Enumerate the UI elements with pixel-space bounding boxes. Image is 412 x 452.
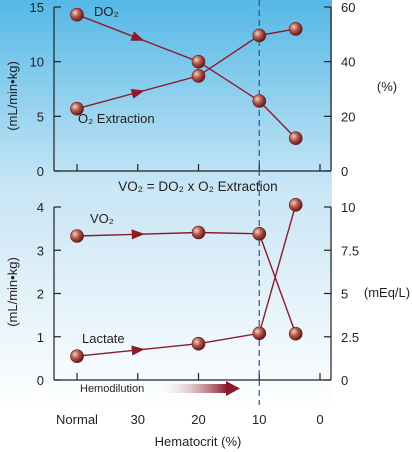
- top-left-tick-label: 0: [37, 164, 44, 179]
- do2-data-point: [191, 54, 206, 69]
- o2-extraction-data-point: [191, 69, 206, 83]
- hemodilution-label: Hemodilution: [80, 383, 144, 395]
- top-right-tick-label: 0: [341, 164, 348, 179]
- bottom-right-tick-label: 10: [341, 200, 355, 215]
- bottom-left-tick-label: 2: [37, 287, 44, 302]
- vo2-data-point: [70, 229, 84, 243]
- top-left-axis-title: (mL/min•kg): [5, 61, 20, 131]
- vo2-direction-arrow: [131, 229, 145, 240]
- top-left-tick-label: 10: [30, 55, 44, 70]
- axes: [53, 6, 332, 381]
- o2-extraction-data-point: [252, 28, 267, 43]
- do2-direction-arrow: [130, 31, 145, 41]
- lactate-data-point: [191, 336, 206, 351]
- x-axis-title: Hematocrit (%): [155, 434, 242, 449]
- x-tick-label: 20: [191, 412, 205, 427]
- lactate-direction-arrow: [131, 345, 145, 356]
- bottom-left-tick-label: 4: [37, 200, 44, 215]
- top-left-tick-label: 15: [30, 0, 44, 15]
- hemodilution-arrow-bar: [155, 384, 227, 393]
- bottom-right-tick-label: 5: [341, 287, 348, 302]
- x-tick-label: 0: [316, 412, 323, 427]
- do2-data-point: [252, 94, 267, 108]
- bottom-right-tick-label: 7.5: [341, 243, 359, 258]
- x-tick-label: Normal: [56, 412, 98, 427]
- lactate-data-point: [70, 349, 84, 364]
- bottom-panel-background: [0, 198, 332, 410]
- o2-extraction-direction-arrow: [130, 89, 145, 99]
- series-label-lactate: Lactate: [82, 331, 125, 346]
- top-right-axis-title: (%): [377, 79, 397, 94]
- do2-data-point: [288, 131, 303, 145]
- data-points: [70, 7, 303, 364]
- do2-data-point: [70, 7, 84, 22]
- hemodilution-arrow-head: [226, 381, 240, 396]
- o2-extraction-data-point: [70, 101, 84, 116]
- vo2-data-point: [288, 326, 303, 341]
- series-label-do2: DO₂: [94, 4, 119, 19]
- bottom-left-tick-label: 1: [37, 330, 44, 345]
- top-right-tick-label: 60: [341, 0, 355, 15]
- lactate-data-point: [288, 198, 303, 212]
- top-right-tick-label: 40: [341, 55, 355, 70]
- o2-extraction-data-point: [288, 22, 303, 36]
- series-label-vo2: VO₂: [90, 211, 114, 226]
- bottom-right-tick-label: 2.5: [341, 330, 359, 345]
- formula-text: VO₂ = DO₂ x O₂ Extraction: [118, 179, 277, 194]
- bottom-right-tick-label: 0: [341, 373, 348, 388]
- lactate-data-point: [252, 326, 267, 341]
- series-lines: [76, 14, 297, 357]
- x-tick-label: 30: [131, 412, 145, 427]
- bottom-right-axis-title: (mEq/L): [364, 285, 410, 300]
- x-tick-label: 10: [252, 412, 266, 427]
- vo2-data-point: [252, 227, 267, 241]
- vo2-data-point: [191, 225, 206, 240]
- bottom-left-tick-label: 0: [37, 373, 44, 388]
- bottom-left-axis-title: (mL/min•kg): [5, 257, 20, 327]
- top-left-tick-label: 5: [37, 109, 44, 124]
- top-right-tick-label: 20: [341, 109, 355, 124]
- top-panel-background: [0, 0, 332, 198]
- series-label-o2-extraction: O₂ Extraction: [78, 111, 155, 126]
- bottom-left-tick-label: 3: [37, 243, 44, 258]
